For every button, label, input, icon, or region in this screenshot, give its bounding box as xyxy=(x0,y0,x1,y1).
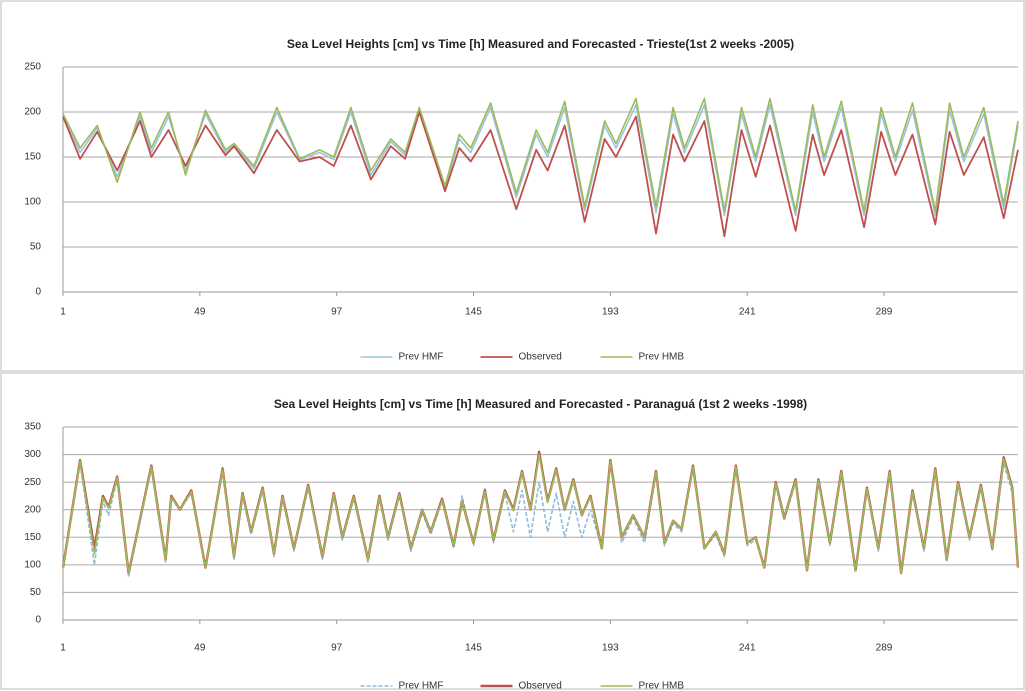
x-tick-label: 145 xyxy=(465,307,482,318)
x-tick-label: 241 xyxy=(739,307,756,318)
x-tick-label: 49 xyxy=(194,307,206,318)
y-tick-label: 350 xyxy=(24,422,41,433)
x-tick-label: 193 xyxy=(602,643,619,654)
y-tick-label: 300 xyxy=(24,449,41,460)
y-tick-label: 250 xyxy=(24,477,41,488)
y-tick-label: 200 xyxy=(24,504,41,515)
y-tick-label: 0 xyxy=(35,615,41,626)
x-tick-label: 241 xyxy=(739,643,756,654)
y-tick-label: 150 xyxy=(24,532,41,543)
series-line xyxy=(62,453,1019,574)
y-tick-label: 150 xyxy=(24,152,41,163)
x-tick-label: 49 xyxy=(194,643,206,654)
y-tick-label: 200 xyxy=(24,107,41,118)
legend-label: Prev HMF xyxy=(399,681,444,691)
x-tick-label: 289 xyxy=(876,307,893,318)
legend-label: Prev HMF xyxy=(399,352,444,363)
x-tick-label: 97 xyxy=(331,643,343,654)
y-tick-label: 50 xyxy=(30,242,42,253)
legend-label: Prev HMB xyxy=(639,681,685,691)
x-tick-label: 1 xyxy=(60,643,66,654)
x-tick-label: 1 xyxy=(60,307,66,318)
series-line xyxy=(62,111,1019,238)
panel-frame xyxy=(0,372,1025,690)
panel-frame xyxy=(0,0,1025,372)
x-tick-label: 145 xyxy=(465,643,482,654)
series-line xyxy=(62,97,1019,212)
legend-label: Observed xyxy=(519,681,562,691)
x-tick-label: 193 xyxy=(602,307,619,318)
y-tick-label: 100 xyxy=(24,197,41,208)
legend-label: Prev HMB xyxy=(639,352,685,363)
series-line xyxy=(62,104,1019,217)
chart-title: Sea Level Heights [cm] vs Time [h] Measu… xyxy=(274,397,807,411)
y-tick-label: 50 xyxy=(30,587,42,598)
series-line xyxy=(61,450,1020,575)
y-tick-label: 100 xyxy=(24,559,41,570)
legend-label: Observed xyxy=(519,352,562,363)
chart-title: Sea Level Heights [cm] vs Time [h] Measu… xyxy=(287,37,794,51)
y-tick-label: 250 xyxy=(24,62,41,73)
x-tick-label: 289 xyxy=(876,643,893,654)
x-tick-label: 97 xyxy=(331,307,343,318)
y-tick-label: 0 xyxy=(35,287,41,298)
